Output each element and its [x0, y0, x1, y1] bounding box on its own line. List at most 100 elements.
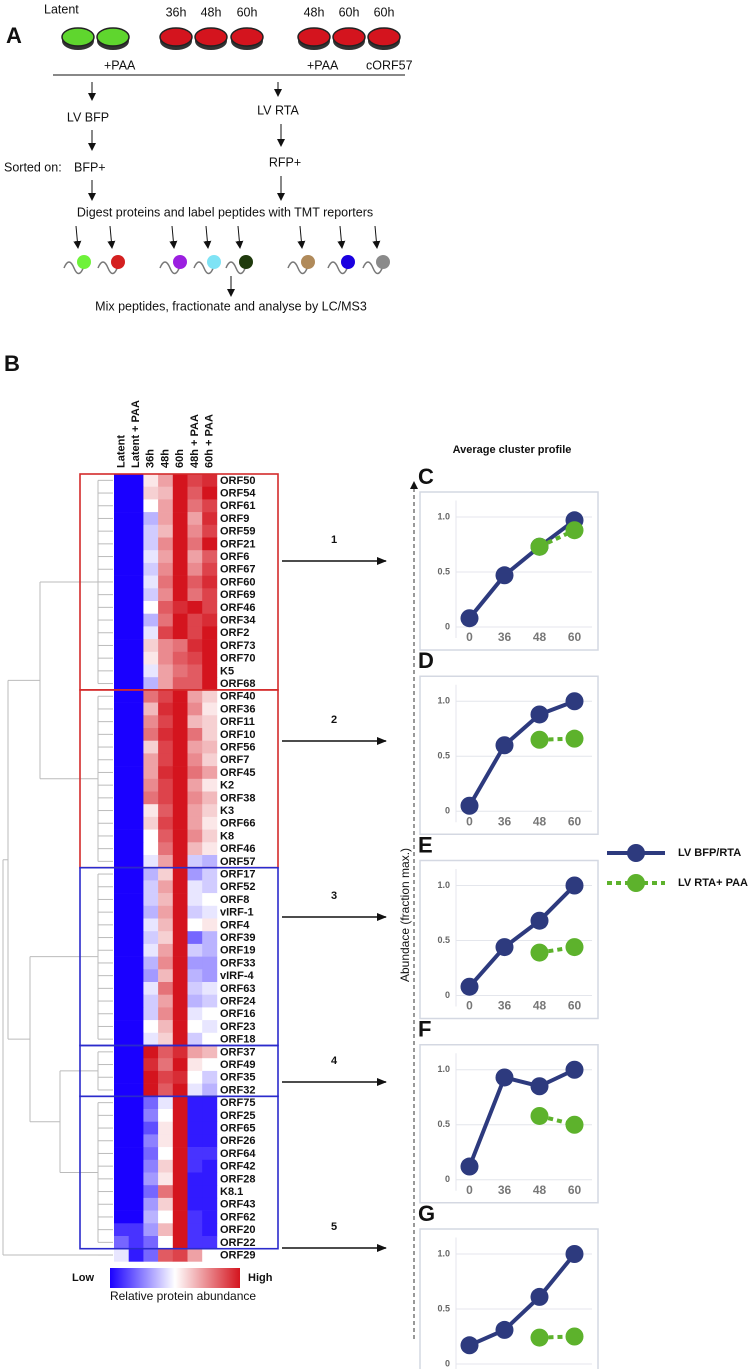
heatmap-cell [187, 626, 203, 640]
heatmap-cell [143, 1083, 159, 1097]
heatmap-cell [143, 867, 159, 881]
row-label: ORF65 [220, 1122, 255, 1134]
row-label: ORF75 [220, 1097, 255, 1109]
heatmap-cell [128, 956, 144, 970]
arrow [297, 225, 306, 249]
heatmap-cell [187, 1070, 203, 1084]
treatment-label: +PAA [307, 58, 339, 72]
row-label: K8 [220, 830, 234, 842]
row-label: ORF37 [220, 1046, 255, 1058]
data-point [565, 521, 584, 540]
heatmap-cell [114, 1109, 129, 1122]
x-tick-label: 60 [568, 999, 582, 1013]
heatmap-cell [187, 1236, 203, 1249]
row-label: ORF54 [220, 487, 256, 499]
heatmap-cell [114, 1236, 129, 1249]
heatmap-cell [114, 512, 129, 526]
control-label: cORF57 [366, 58, 413, 72]
data-point [460, 1336, 479, 1355]
heatmap-cell [143, 1159, 159, 1173]
heatmap-cell [158, 1083, 174, 1097]
row-label: ORF17 [220, 868, 255, 880]
column-label: 48h + PAA [189, 414, 201, 468]
row-label: ORF26 [220, 1135, 255, 1147]
heatmap-cell [202, 728, 218, 741]
panel-letter: G [418, 1201, 435, 1226]
heatmap-cell [202, 1236, 218, 1249]
heatmap-cell [114, 778, 129, 792]
row-label: ORF50 [220, 475, 255, 487]
heatmap-cell [158, 969, 174, 983]
heatmap-cell [172, 956, 188, 970]
heatmap-cell [128, 994, 144, 1008]
row-label: ORF63 [220, 983, 255, 995]
heatmap-cell [128, 1070, 144, 1084]
cluster-number: 5 [331, 1221, 337, 1233]
series-line [468, 1252, 577, 1348]
heatmap-cell [128, 486, 144, 500]
heatmap-cell [143, 639, 159, 653]
heatmap-cell [158, 893, 174, 907]
heatmap-cell [202, 943, 218, 957]
heatmap-cell [172, 918, 188, 932]
heatmap-cell [172, 1248, 188, 1262]
heatmap-cell [143, 1197, 159, 1211]
heatmap-cell [143, 1007, 159, 1021]
x-tick-label: 36 [498, 1367, 512, 1369]
heatmap-cell [158, 842, 174, 856]
heatmap-cell [143, 601, 159, 614]
heatmap-cell [158, 778, 174, 792]
heatmap-cell [172, 1032, 188, 1046]
heatmap-cell [172, 1070, 188, 1084]
heatmap-cell [187, 804, 203, 818]
heatmap-cell [114, 867, 129, 881]
heatmap-cell [158, 1020, 174, 1034]
cluster-number: 1 [331, 534, 337, 546]
heatmap-cell [172, 1007, 188, 1021]
heatmap-cell [172, 931, 188, 945]
heatmap-cell [158, 956, 174, 970]
heatmap-cell [202, 994, 218, 1008]
heatmap-cell [202, 956, 218, 970]
heatmap-cell [158, 613, 174, 627]
heatmap-cell [143, 905, 159, 919]
heatmap-cell [187, 740, 203, 754]
heatmap-cell [143, 1109, 159, 1122]
arrow [73, 225, 82, 249]
y-tick-label: 0.5 [437, 566, 450, 576]
heatmap-cell [158, 689, 174, 703]
heatmap-cell [114, 842, 129, 856]
heatmap-cell [128, 588, 144, 602]
heatmap-cell [202, 588, 218, 602]
heatmap-cell [143, 626, 159, 640]
heatmap-cell [172, 1083, 188, 1097]
dish [61, 27, 95, 47]
heatmap-cell [172, 1045, 188, 1059]
heatmap-cell [158, 1223, 174, 1237]
row-label: ORF64 [220, 1148, 256, 1160]
heatmap-cell [202, 905, 218, 919]
heatmap-cell [187, 1020, 203, 1034]
heatmap-cell [128, 969, 144, 983]
heatmap-cell [143, 537, 159, 551]
data-point [495, 1320, 514, 1339]
row-label: ORF49 [220, 1059, 255, 1071]
heatmap-cell [202, 664, 218, 678]
heatmap-cell [128, 1083, 144, 1097]
heatmap-cell [187, 956, 203, 970]
heatmap-cell [187, 474, 203, 487]
row-label: ORF21 [220, 538, 255, 550]
heatmap-cell [143, 651, 159, 665]
heatmap-cell [128, 1197, 144, 1211]
heatmap-cell [128, 639, 144, 653]
row-label: ORF70 [220, 653, 255, 665]
heatmap-cell [158, 766, 174, 780]
heatmap-cell [172, 626, 188, 640]
heatmap-cell [114, 474, 129, 487]
column-label: 36h [145, 449, 157, 468]
tmt-tag [207, 255, 221, 269]
heatmap-cell [143, 1020, 159, 1034]
tmt-tag [341, 255, 355, 269]
heatmap-cell [143, 1248, 159, 1262]
heatmap-cell [187, 816, 203, 830]
